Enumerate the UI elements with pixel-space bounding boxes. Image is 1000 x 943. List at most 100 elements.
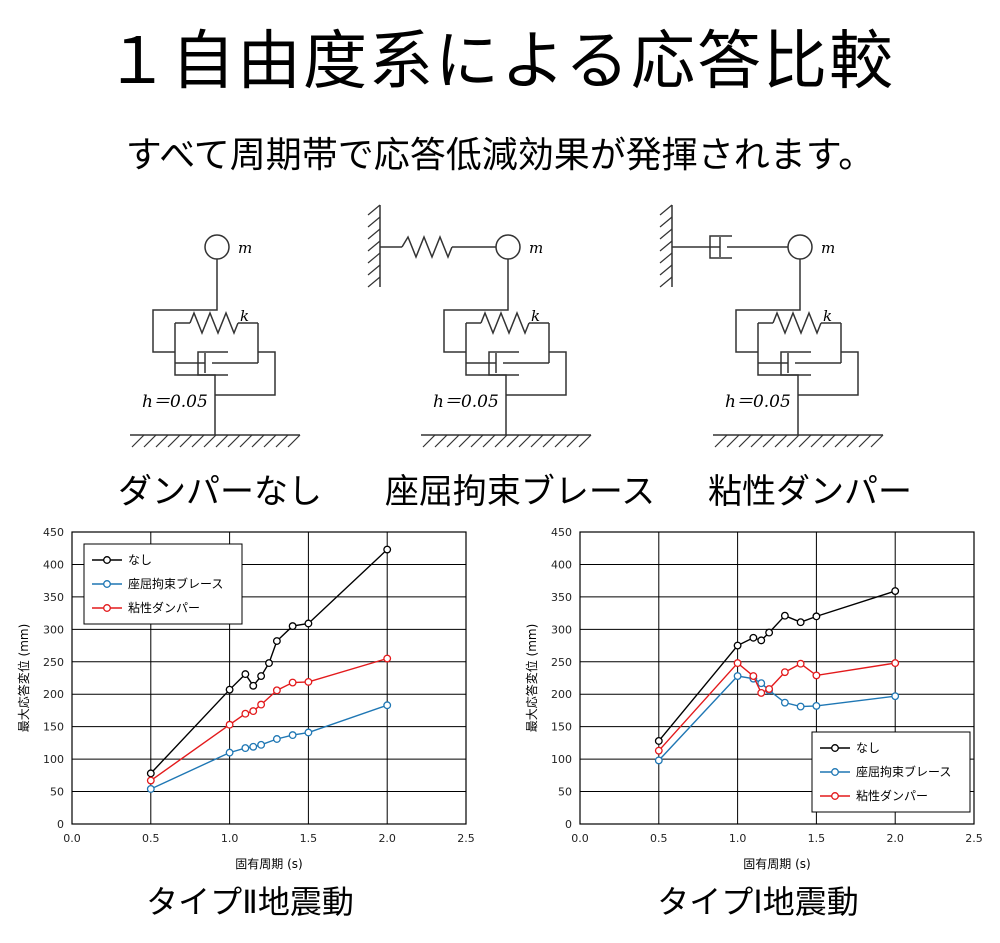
y-tick-label: 400 [43, 558, 64, 571]
data-point [249, 681, 258, 690]
y-tick-label: 50 [50, 786, 64, 799]
data-point [757, 679, 766, 688]
x-axis-label: 固有周期 (s) [235, 857, 302, 871]
y-tick-label: 350 [551, 591, 572, 604]
data-point [765, 685, 774, 693]
plot-frame [71, 531, 467, 825]
data-point [383, 701, 392, 710]
series-line [658, 590, 896, 742]
data-point [733, 659, 742, 668]
data-point [891, 692, 900, 701]
y-tick-label: 250 [43, 656, 64, 669]
data-point [257, 672, 266, 681]
damping-ratio: h＝0.05 [725, 392, 791, 412]
y-tick-label: 150 [551, 721, 572, 734]
data-point [272, 637, 281, 645]
mass-circle [204, 234, 230, 260]
y-tick-label: 200 [43, 688, 64, 701]
data-point [225, 685, 234, 694]
data-point [257, 740, 266, 749]
chart-type1: 0.0 0.5 1.0 1.5 2.0 2.5 0 50 100 150 200 250 300 350 4… [518, 518, 998, 883]
data-point [780, 668, 789, 677]
diagram-label-viscous-damper: 粘性ダンパー [708, 472, 912, 512]
data-point [241, 670, 250, 679]
x-tick-label: 0.5 [142, 832, 160, 845]
data-point [257, 700, 266, 709]
mass-symbol: m [821, 239, 835, 257]
legend-label: 粘性ダンパー [856, 788, 928, 803]
x-tick-label: 2.5 [965, 832, 983, 845]
data-point [749, 672, 758, 681]
x-tick-label: 1.0 [221, 832, 239, 845]
data-point [780, 698, 789, 707]
stiffness-symbol: k [531, 307, 540, 325]
data-point [891, 659, 900, 668]
data-point [288, 622, 297, 631]
y-tick-label: 0 [565, 818, 572, 831]
data-point [272, 735, 281, 743]
y-tick-label: 350 [43, 591, 64, 604]
data-point [796, 618, 805, 627]
page-subtitle: すべて周期帯で応答低減効果が発揮されます。 [125, 135, 875, 176]
data-point [749, 633, 758, 642]
y-tick-label: 0 [57, 818, 64, 831]
sdof-model-diagram: m k h＝0.05 [659, 204, 884, 448]
x-tick-label: 2.0 [378, 832, 396, 845]
data-point [383, 545, 392, 554]
x-axis-label: 固有周期 (s) [743, 857, 810, 871]
diagram-label-no-damper: ダンパーなし [118, 472, 322, 512]
data-point [796, 702, 805, 711]
data-point [654, 736, 663, 745]
data-point [241, 744, 250, 753]
page-title: １自由度系による応答比較 [104, 25, 896, 99]
diagram-label-brace: 座屈拘束ブレース [384, 472, 656, 512]
data-point [765, 628, 774, 637]
diagram-viscous-damper: m k h＝0.05 [652, 195, 952, 465]
damping-ratio: h＝0.05 [433, 392, 499, 412]
data-point [757, 636, 766, 645]
stiffness-symbol: k [823, 307, 832, 325]
data-point [891, 587, 900, 595]
plot-frame [579, 531, 975, 825]
y-tick-label: 400 [551, 558, 572, 571]
data-point [304, 728, 313, 737]
mass-symbol: m [529, 239, 543, 257]
data-point [796, 659, 805, 668]
sdof-model-diagram: m k h＝0.05 [367, 204, 592, 448]
mass-symbol: m [238, 239, 252, 257]
data-point [241, 709, 250, 718]
data-point [249, 707, 258, 716]
chart-type1-svg: 0.0 0.5 1.0 1.5 2.0 2.5 0 50 100 150 200 250 300 350 4… [524, 526, 983, 871]
y-tick-label: 300 [551, 623, 572, 636]
x-tick-label: 0.0 [63, 832, 81, 845]
chart-type2: 0.0 0.5 1.0 1.5 2.0 2.5 0 50 100 150 200 250 300 350 4… [10, 518, 490, 883]
legend-label: 座屈拘束ブレース [128, 576, 223, 591]
sdof-model-diagram: m k h＝0.05 [130, 234, 301, 448]
data-point [654, 756, 663, 765]
data-point [146, 769, 155, 778]
y-tick-label: 450 [43, 526, 64, 539]
y-tick-label: 200 [551, 688, 572, 701]
data-point [146, 776, 155, 785]
legend-label: なし [128, 553, 152, 567]
data-point [225, 748, 234, 757]
data-point [272, 686, 281, 695]
data-point [304, 677, 313, 686]
data-point [288, 731, 297, 740]
y-tick-label: 50 [558, 786, 572, 799]
data-point [288, 678, 297, 687]
x-tick-label: 2.5 [457, 832, 475, 845]
x-tick-label: 0.0 [571, 832, 589, 845]
y-tick-label: 100 [551, 753, 572, 766]
y-axis-label: 最大応答変位 (mm) [16, 624, 31, 733]
data-point [383, 654, 392, 663]
x-tick-label: 2.0 [886, 832, 904, 845]
chart-caption-type2: タイプⅡ地震動 [146, 883, 354, 921]
diagram-no-damper: m k h＝0.05 [110, 195, 410, 465]
data-point [265, 659, 273, 668]
series-line [150, 549, 388, 774]
legend-marker [103, 556, 111, 564]
data-point [146, 785, 155, 793]
y-tick-label: 100 [43, 753, 64, 766]
x-tick-label: 1.5 [300, 832, 318, 845]
